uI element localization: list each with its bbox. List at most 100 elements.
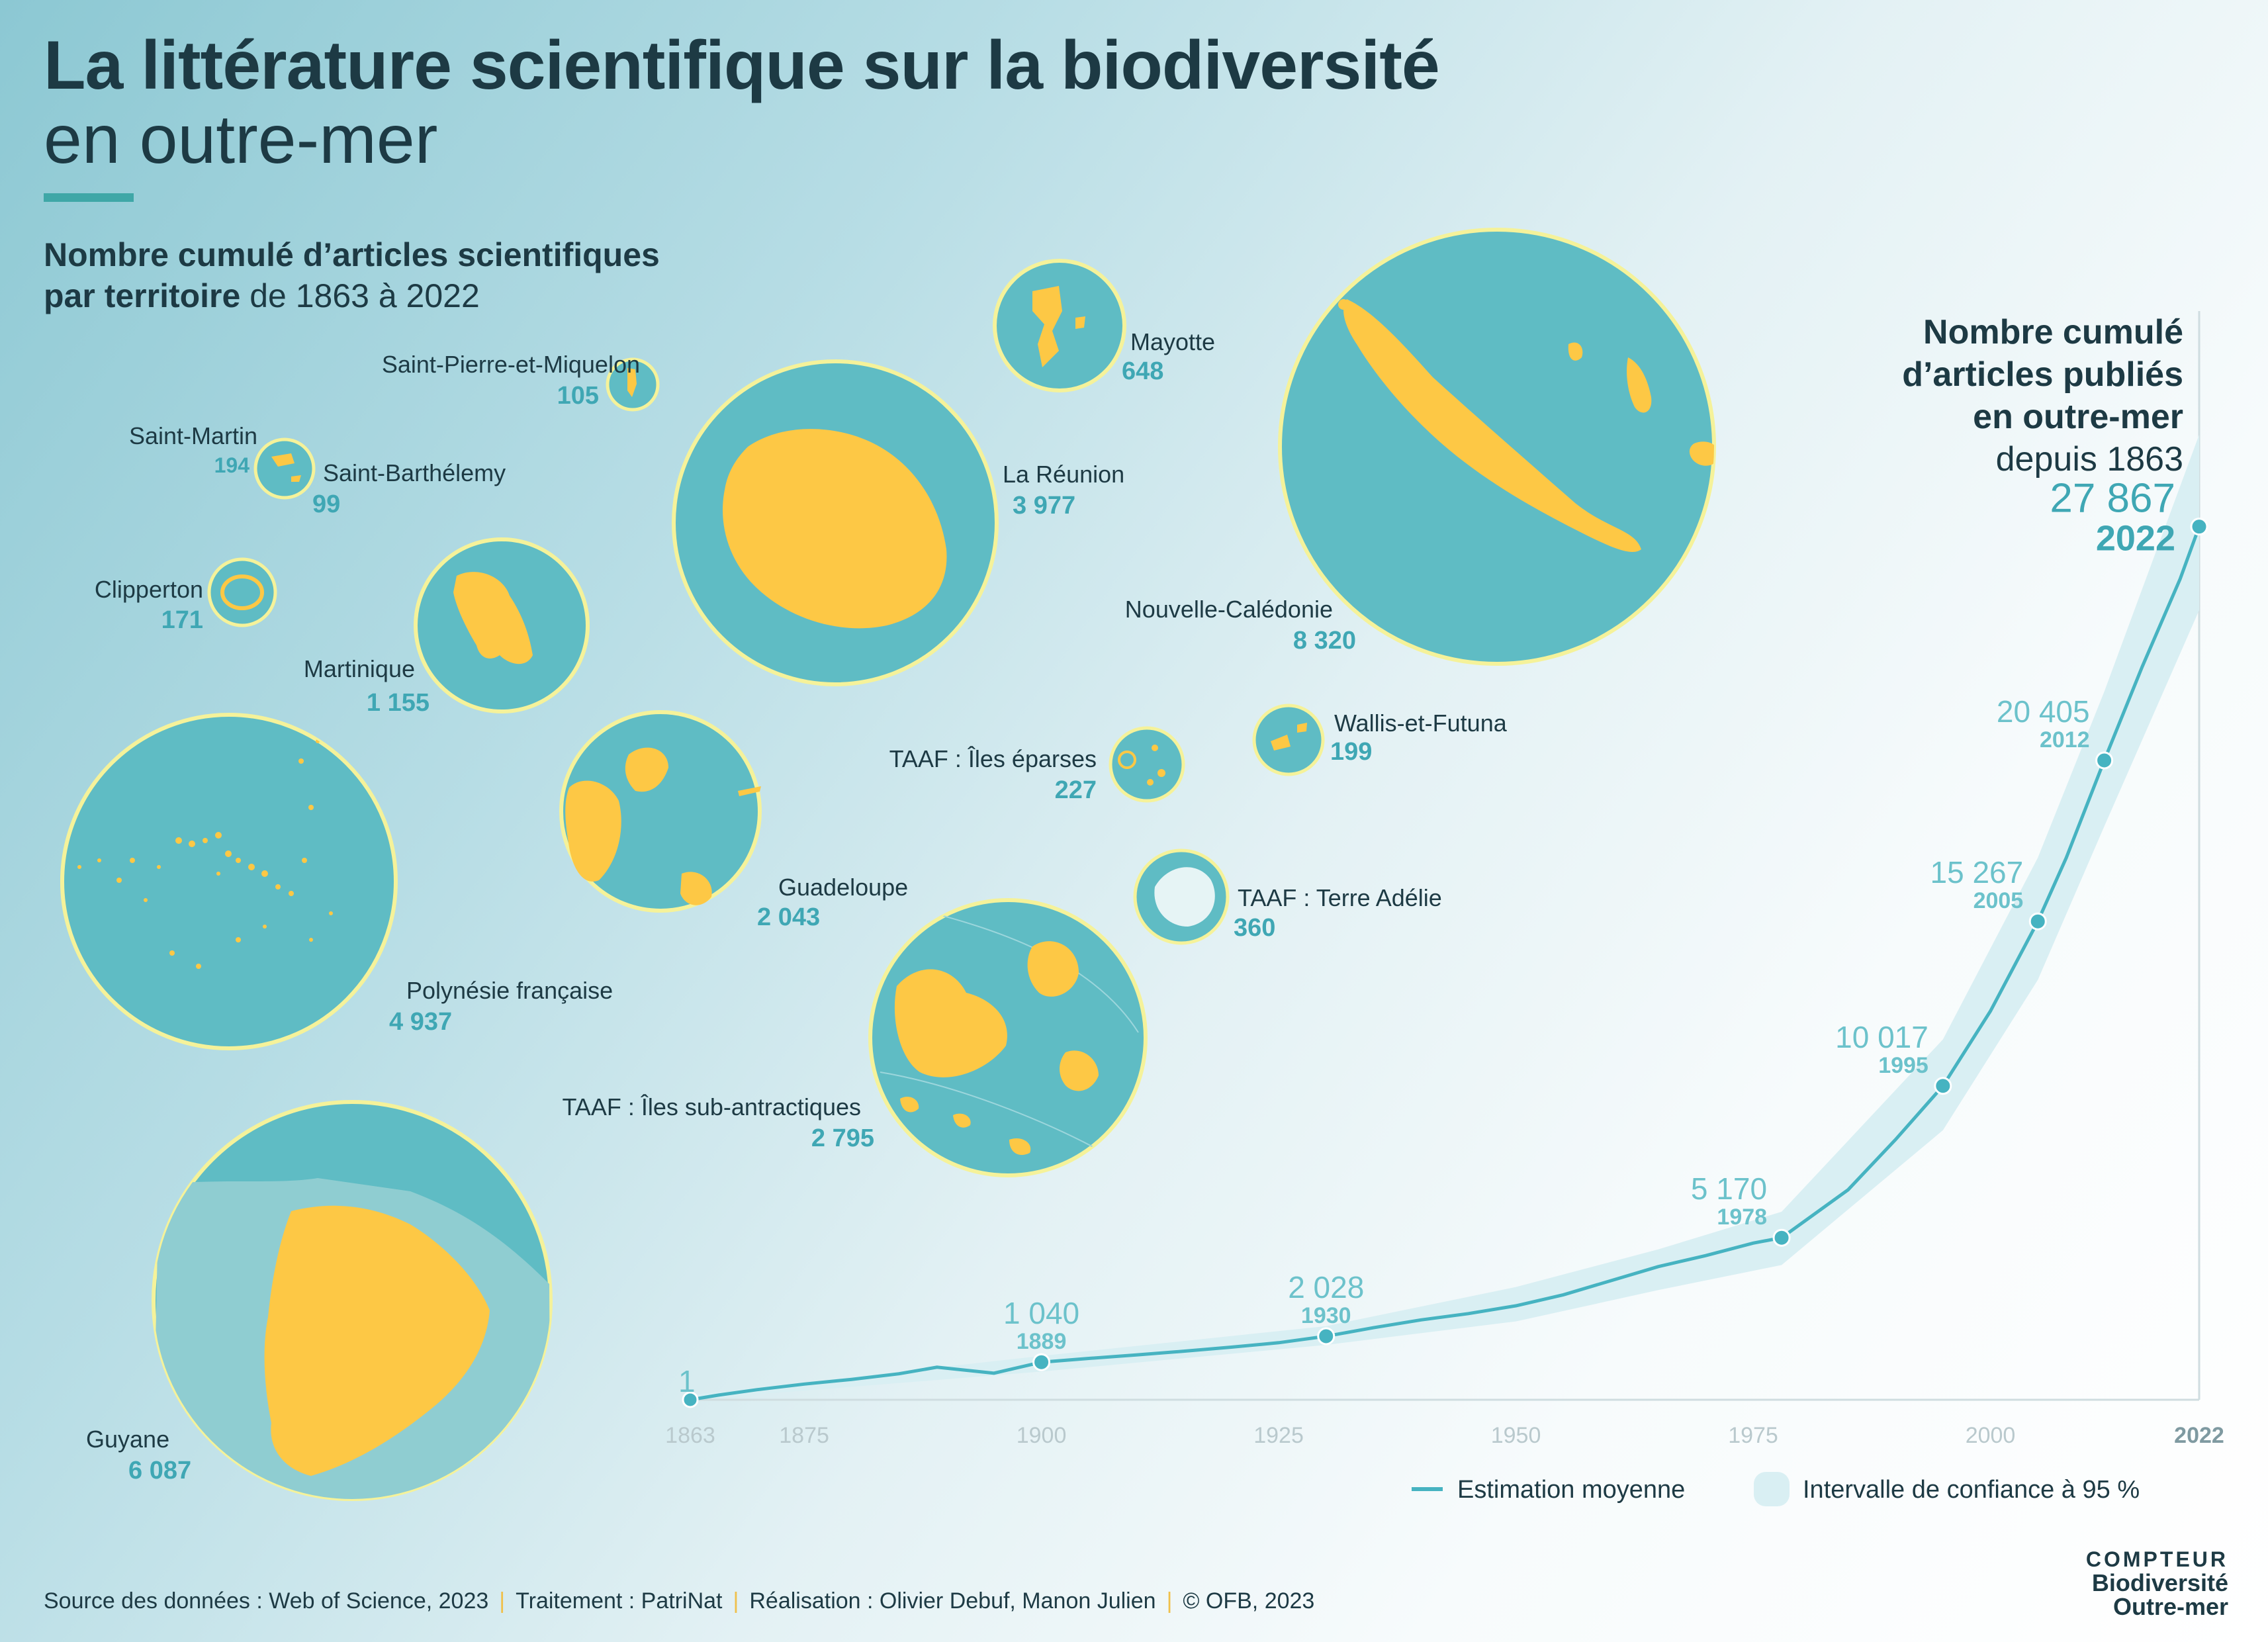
point-year-1930: 1930 — [1301, 1303, 1351, 1328]
label-clipperton: Clipperton — [94, 576, 203, 603]
value-guyane: 6 087 — [128, 1457, 192, 1484]
territory-circle-saint-martin — [253, 437, 316, 500]
label-iles-sub-antarctiques: TAAF : Îles sub-antractiques — [562, 1093, 861, 1120]
value-iles-eparses: 227 — [1054, 776, 1097, 804]
value-nouvelle-caledonie: 8 320 — [1293, 627, 1356, 655]
main-title-line2: en outre-mer — [44, 101, 438, 178]
territory-circle-polynesie-francaise — [60, 713, 398, 1050]
territory-circle-guyane — [152, 1100, 553, 1501]
point-value-2012: 20 405 — [1997, 694, 2090, 729]
territory-circle-terre-adelie — [1133, 848, 1230, 945]
point-1889 — [1032, 1353, 1051, 1371]
mean-line — [690, 525, 2201, 1402]
legend-interval: Intervalle de confiance à 95 % — [1803, 1476, 2140, 1504]
chart-title-line3: en outre-mer — [1973, 398, 2183, 436]
subtitle-rest: de 1863 à 2022 — [240, 277, 480, 314]
value-wallis-et-futuna: 199 — [1330, 738, 1373, 766]
subtitle-bold-1: Nombre cumulé d’articles scientifiques — [44, 236, 660, 273]
label-martinique: Martinique — [303, 655, 415, 682]
main-title: La littérature scientifique sur la biodi… — [44, 27, 1440, 104]
logo-line2: Biodiversité — [2091, 1569, 2228, 1596]
subtitle-bold-2: par territoire — [44, 277, 241, 314]
chart-title-line2: d’articles publiés — [1902, 355, 2183, 394]
point-value-2022: 27 867 — [2050, 476, 2175, 522]
value-la-reunion: 3 977 — [1013, 492, 1076, 520]
x-tick-1900: 1900 — [1017, 1423, 1067, 1448]
label-nouvelle-caledonie: Nouvelle-Calédonie — [1124, 596, 1333, 623]
label-polynesie-francaise: Polynésie française — [406, 977, 613, 1004]
territory-circle-saint-pierre-et-miquelon — [606, 357, 660, 412]
chart-title-line4: depuis 1863 — [1995, 440, 2183, 479]
chart-legend: Estimation moyenne Intervalle de confian… — [1412, 1472, 2140, 1506]
chart-title-line1: Nombre cumulé — [1923, 313, 2183, 351]
label-saint-barthelemy: Saint-Barthélemy — [323, 459, 506, 486]
x-ticks: 1863 1875 1900 1925 1950 1975 2000 2022 — [665, 1423, 2224, 1448]
point-value-1978: 5 170 — [1691, 1171, 1767, 1206]
territory-circle-iles-sub-antarctiques — [868, 898, 1148, 1177]
territory-circle-clipperton — [207, 557, 277, 627]
logo-line1: COMPTEUR — [2085, 1547, 2228, 1571]
label-wallis-et-futuna: Wallis-et-Futuna — [1334, 709, 1507, 737]
point-value-1889: 1 040 — [1003, 1296, 1079, 1330]
point-2012 — [2095, 751, 2114, 770]
point-year-1978: 1978 — [1717, 1205, 1767, 1230]
territory-circle-wallis-et-futuna — [1252, 704, 1325, 776]
x-tick-2022: 2022 — [2174, 1423, 2224, 1448]
value-terre-adelie: 360 — [1234, 914, 1276, 942]
point-1930 — [1317, 1327, 1336, 1346]
point-value-1930: 2 028 — [1288, 1270, 1364, 1304]
point-1995 — [1934, 1077, 1952, 1095]
territory-circle-mayotte — [993, 259, 1126, 392]
x-tick-2000: 2000 — [1966, 1423, 2016, 1448]
point-year-2005: 2005 — [1973, 888, 2024, 913]
territory-circle-martinique — [414, 537, 590, 713]
label-la-reunion: La Réunion — [1003, 461, 1125, 488]
label-iles-eparses: TAAF : Îles éparses — [889, 745, 1097, 772]
label-terre-adelie: TAAF : Terre Adélie — [1238, 884, 1442, 911]
point-2005 — [2028, 912, 2047, 931]
point-year-1889: 1889 — [1017, 1329, 1067, 1354]
footer-copyright: © OFB, 2023 — [1183, 1588, 1315, 1614]
point-year-2012: 2012 — [2040, 727, 2090, 753]
x-tick-1975: 1975 — [1728, 1423, 1778, 1448]
footer-credits: Source des données : Web of Science, 202… — [44, 1588, 1315, 1614]
label-saint-martin: Saint-Martin — [128, 422, 257, 449]
footer-realisation: Réalisation : Olivier Debuf, Manon Julie… — [749, 1588, 1156, 1614]
label-guyane: Guyane — [86, 1426, 170, 1453]
point-value-2005: 15 267 — [1930, 855, 2024, 889]
point-year-2022: 2022 — [2096, 519, 2175, 559]
territory-circle-iles-eparses — [1109, 726, 1185, 803]
territory-circle-la-reunion — [672, 359, 999, 686]
point-year-1995: 1995 — [1878, 1053, 1928, 1078]
value-guadeloupe: 2 043 — [757, 903, 821, 931]
territory-circle-nouvelle-caledonie — [1278, 228, 1716, 666]
value-martinique: 1 155 — [366, 689, 430, 717]
footer-treatment: Traitement : PatriNat — [516, 1588, 723, 1614]
legend-band-swatch — [1754, 1472, 1790, 1506]
value-saint-barthelemy: 99 — [312, 490, 341, 518]
value-polynesie-francaise: 4 937 — [389, 1008, 453, 1036]
title-underline — [44, 193, 134, 202]
value-clipperton: 171 — [161, 606, 203, 634]
chart-title: Nombre cumulé d’articles publiés en outr… — [1902, 311, 2183, 480]
label-saint-pierre-et-miquelon: Saint-Pierre-et-Miquelon — [381, 351, 640, 378]
legend-mean: Estimation moyenne — [1457, 1476, 1685, 1504]
label-mayotte: Mayotte — [1130, 328, 1216, 355]
value-saint-pierre-et-miquelon: 105 — [557, 382, 599, 410]
point-1863 — [682, 1391, 699, 1408]
point-2022 — [2190, 518, 2208, 536]
footer-source: Source des données : Web of Science, 202… — [44, 1588, 489, 1614]
logo-line3: Outre-mer — [2112, 1593, 2228, 1620]
x-tick-1875: 1875 — [779, 1423, 829, 1448]
value-iles-sub-antarctiques: 2 795 — [811, 1124, 874, 1152]
x-tick-1863: 1863 — [665, 1423, 715, 1448]
value-saint-martin: 194 — [214, 453, 249, 477]
value-mayotte: 648 — [1122, 357, 1164, 385]
territory-circle-guadeloupe — [559, 710, 762, 913]
x-tick-1925: 1925 — [1253, 1423, 1304, 1448]
point-value-1995: 10 017 — [1835, 1020, 1928, 1054]
